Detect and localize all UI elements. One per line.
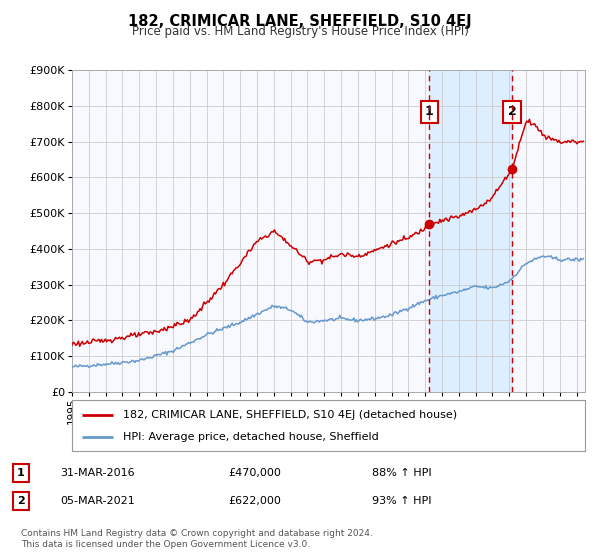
Text: 182, CRIMICAR LANE, SHEFFIELD, S10 4EJ: 182, CRIMICAR LANE, SHEFFIELD, S10 4EJ: [128, 14, 472, 29]
Text: 2: 2: [508, 105, 517, 118]
Text: £470,000: £470,000: [228, 468, 281, 478]
Text: Price paid vs. HM Land Registry's House Price Index (HPI): Price paid vs. HM Land Registry's House …: [131, 25, 469, 38]
Text: 93% ↑ HPI: 93% ↑ HPI: [372, 496, 431, 506]
Text: 2: 2: [17, 496, 25, 506]
Text: HPI: Average price, detached house, Sheffield: HPI: Average price, detached house, Shef…: [124, 432, 379, 442]
Text: 182, CRIMICAR LANE, SHEFFIELD, S10 4EJ (detached house): 182, CRIMICAR LANE, SHEFFIELD, S10 4EJ (…: [124, 409, 457, 419]
Text: £622,000: £622,000: [228, 496, 281, 506]
Text: 1: 1: [425, 105, 434, 118]
Text: 31-MAR-2016: 31-MAR-2016: [60, 468, 134, 478]
Text: 1: 1: [17, 468, 25, 478]
Text: 05-MAR-2021: 05-MAR-2021: [60, 496, 135, 506]
Text: 88% ↑ HPI: 88% ↑ HPI: [372, 468, 431, 478]
Text: Contains HM Land Registry data © Crown copyright and database right 2024.: Contains HM Land Registry data © Crown c…: [21, 529, 373, 538]
Text: This data is licensed under the Open Government Licence v3.0.: This data is licensed under the Open Gov…: [21, 540, 310, 549]
Bar: [430, 70, 512, 392]
